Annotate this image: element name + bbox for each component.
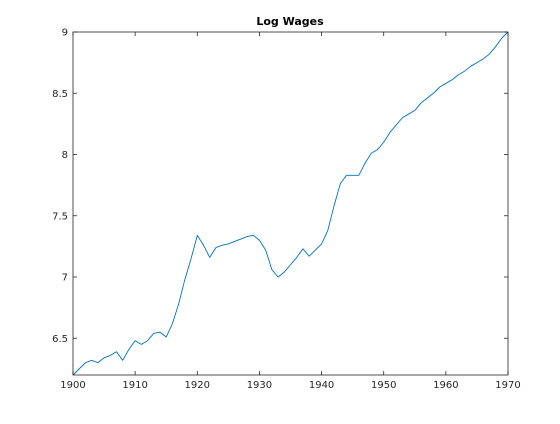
y-tick-label: 9 — [62, 28, 68, 39]
y-tick-label: 6.5 — [52, 334, 68, 345]
y-tick-label: 7.5 — [52, 211, 68, 222]
axes-box — [72, 31, 509, 376]
x-tick-label: 1910 — [122, 380, 147, 391]
x-tick-label: 1900 — [60, 380, 85, 391]
x-tick-label: 1970 — [495, 380, 520, 391]
y-tick-label: 8.5 — [52, 89, 68, 100]
x-tick-label: 1930 — [247, 380, 272, 391]
x-axis: 1900 1910 1920 1930 1940 1950 1960 1970 — [60, 32, 521, 391]
x-tick-label: 1940 — [309, 380, 334, 391]
plot-area — [73, 32, 508, 375]
x-tick-label: 1920 — [185, 380, 210, 391]
chart-title: Log Wages — [256, 15, 324, 28]
y-tick-label: 8 — [62, 150, 68, 161]
series-layer — [72, 31, 509, 376]
series-line — [72, 31, 509, 376]
y-tick-label: 7 — [62, 273, 68, 284]
x-tick-label: 1960 — [433, 380, 458, 391]
y-axis: 6.5 7 7.5 8 8.5 9 — [52, 28, 508, 345]
x-tick-label: 1950 — [371, 380, 396, 391]
